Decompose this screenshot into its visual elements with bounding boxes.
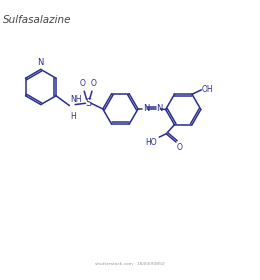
Text: O: O bbox=[80, 78, 85, 88]
Text: N: N bbox=[156, 104, 162, 113]
Text: shutterstock.com · 1845690850: shutterstock.com · 1845690850 bbox=[95, 262, 165, 266]
Text: N: N bbox=[38, 58, 44, 67]
Text: H: H bbox=[70, 112, 76, 121]
Text: HO: HO bbox=[145, 138, 157, 147]
Text: O: O bbox=[177, 143, 183, 152]
Text: S: S bbox=[85, 97, 91, 108]
Text: Sulfasalazine: Sulfasalazine bbox=[3, 15, 72, 25]
Text: NH: NH bbox=[70, 95, 81, 104]
Text: OH: OH bbox=[202, 85, 213, 94]
Text: N: N bbox=[143, 104, 149, 113]
Text: O: O bbox=[91, 78, 97, 88]
